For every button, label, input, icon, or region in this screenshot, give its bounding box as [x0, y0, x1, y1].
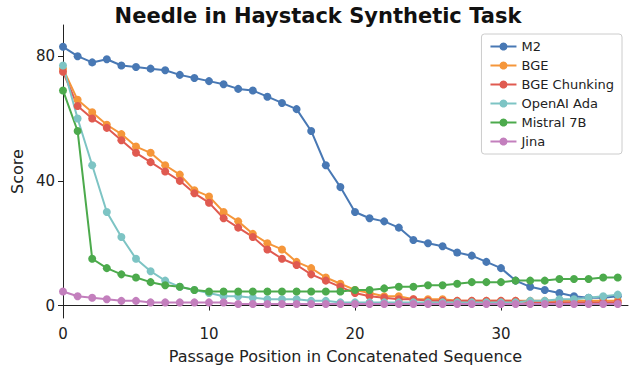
svg-text:0: 0: [45, 297, 55, 315]
svg-text:Needle in Haystack Synthetic T: Needle in Haystack Synthetic Task: [115, 4, 523, 28]
svg-text:10: 10: [199, 325, 218, 343]
svg-text:Jina: Jina: [520, 134, 545, 149]
svg-text:0: 0: [58, 325, 68, 343]
svg-text:40: 40: [36, 172, 55, 190]
svg-text:Mistral 7B: Mistral 7B: [521, 115, 586, 130]
svg-text:20: 20: [345, 325, 364, 343]
svg-text:Score: Score: [8, 149, 27, 194]
svg-text:80: 80: [36, 47, 55, 65]
svg-text:30: 30: [491, 325, 510, 343]
svg-text:M2: M2: [521, 39, 541, 54]
svg-text:Passage Position in Concatenat: Passage Position in Concatenated Sequenc…: [169, 347, 522, 366]
svg-text:OpenAI Ada: OpenAI Ada: [521, 96, 597, 111]
svg-text:BGE Chunking: BGE Chunking: [521, 77, 614, 92]
svg-text:BGE: BGE: [521, 58, 548, 73]
